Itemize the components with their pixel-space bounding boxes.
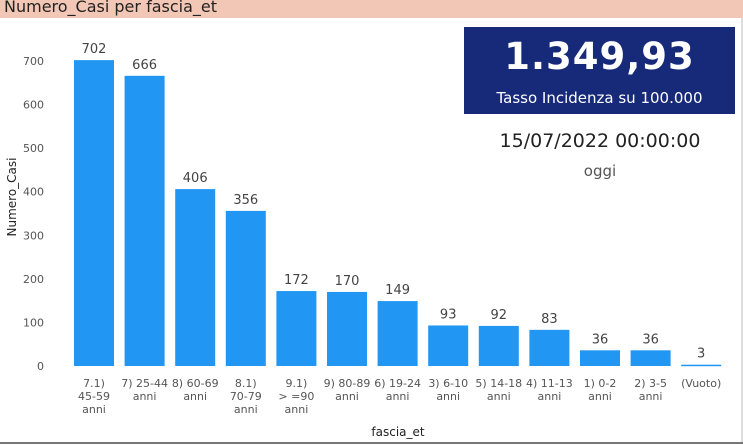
kpi-value: 1.349,93 (504, 35, 695, 78)
data-label: 93 (440, 307, 457, 322)
data-label: 356 (233, 193, 258, 208)
y-tick-label: 0 (37, 360, 44, 373)
data-label: 36 (642, 332, 659, 347)
data-label: 406 (183, 171, 208, 186)
x-tick-label: 3) 6-10 anni (428, 377, 468, 403)
data-label: 3 (697, 347, 705, 362)
chart-header: Numero_Casi per fascia_et (0, 0, 743, 18)
right-border (741, 18, 743, 442)
bar[interactable] (529, 329, 570, 366)
bottom-border (0, 442, 743, 444)
bar[interactable] (377, 301, 418, 366)
date-value: 15/07/2022 00:00:00 (499, 130, 701, 152)
y-axis-title: Numero_Casi (5, 158, 19, 237)
data-label: 702 (82, 42, 107, 57)
bar[interactable] (428, 325, 469, 366)
x-tick-label: 8) 60-69 anni (172, 377, 219, 403)
x-tick-label: (Vuoto) (681, 377, 721, 390)
y-tick-label: 300 (23, 229, 44, 242)
bar[interactable] (478, 325, 519, 366)
x-tick-label: 9) 80-89 anni (324, 377, 371, 403)
x-tick-label: 7) 25-44 anni (121, 377, 168, 403)
x-tick-label: 9.1) > =90 anni (278, 377, 314, 416)
y-tick-label: 600 (23, 99, 44, 112)
x-tick-label: 6) 19-24 anni (374, 377, 421, 403)
y-tick-label: 700 (23, 55, 44, 68)
kpi-card: 1.349,93 Tasso Incidenza su 100.000 (464, 27, 735, 114)
data-labels: 702 666 406 356 172 170 149 93 92 83 36 36 3 (82, 42, 706, 362)
bar[interactable] (124, 75, 165, 367)
date-caption: oggi (583, 162, 617, 180)
bar[interactable] (327, 291, 367, 366)
y-tick-label: 400 (23, 186, 44, 199)
y-tick-label: 500 (23, 142, 44, 155)
y-axis-ticks: 0 100 200 300 400 500 600 700 (23, 55, 44, 373)
x-tick-label: 7.1) 45-59 anni (78, 377, 110, 416)
data-label: 92 (491, 308, 508, 323)
bar[interactable] (580, 350, 620, 366)
x-tick-label: 4) 11-13 anni (526, 377, 573, 403)
data-label: 36 (592, 332, 609, 347)
chart-title: Numero_Casi per fascia_et (4, 0, 217, 16)
bar[interactable] (74, 60, 114, 366)
data-label: 172 (284, 273, 309, 288)
kpi-label: Tasso Incidenza su 100.000 (496, 89, 703, 107)
x-tick-label: 2) 3-5 anni (634, 377, 667, 403)
x-axis-title: fascia_et (371, 425, 424, 439)
data-label: 666 (132, 58, 157, 73)
y-tick-label: 200 (23, 273, 44, 286)
bar[interactable] (225, 210, 266, 366)
bar[interactable] (175, 189, 216, 366)
data-label: 83 (541, 312, 558, 327)
bars (74, 60, 722, 367)
bar[interactable] (681, 364, 722, 367)
bar[interactable] (276, 291, 317, 366)
x-tick-label: 8.1) 70-79 anni (230, 377, 262, 416)
x-tick-label: 5) 14-18 anni (475, 377, 522, 403)
bar[interactable] (630, 350, 671, 366)
x-tick-label: 1) 0-2 anni (584, 377, 617, 403)
y-tick-label: 100 (23, 316, 44, 329)
data-label: 170 (335, 274, 360, 289)
data-label: 149 (385, 283, 410, 298)
